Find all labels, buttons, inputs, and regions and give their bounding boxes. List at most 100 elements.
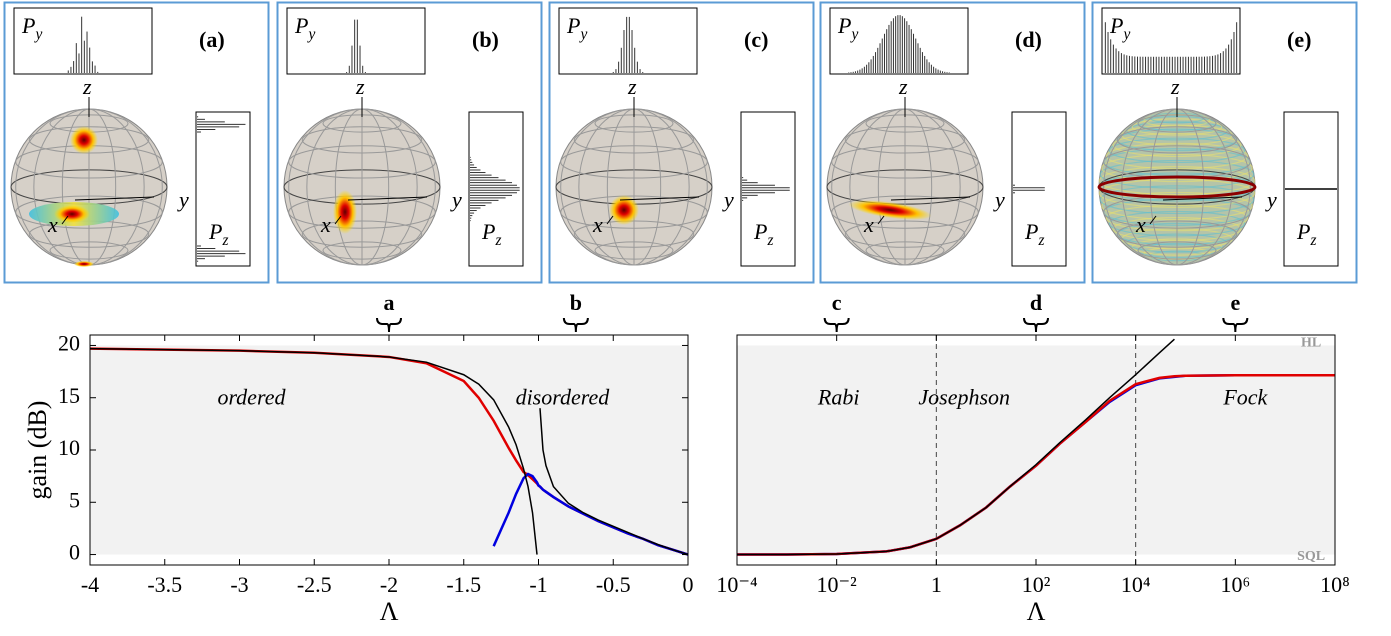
annotation: Josephson <box>918 384 1010 409</box>
y-axis <box>74 196 155 201</box>
y-axis-label: gain (dB) <box>23 401 52 500</box>
y-tick-label: 5 <box>69 487 80 512</box>
blob <box>848 200 932 220</box>
z-label: z <box>82 74 92 99</box>
y-label: y <box>993 187 1005 212</box>
pz-box <box>468 111 524 267</box>
y-label: y <box>177 187 189 212</box>
x-axis <box>334 215 342 225</box>
y-label: y <box>1265 187 1277 212</box>
py-label: Py <box>837 13 858 42</box>
py-label-main: P <box>1109 13 1123 38</box>
band <box>90 345 688 555</box>
annotation: disordered <box>516 384 611 409</box>
panel-border <box>548 1 815 284</box>
x-label: x <box>320 212 331 237</box>
py-box <box>1101 7 1241 75</box>
line-series <box>90 347 688 556</box>
py-label-main: P <box>294 13 308 38</box>
blob-equator <box>1097 175 1257 199</box>
panel: Py (a) z y x Pz <box>3 1 270 284</box>
line-series <box>737 338 1175 556</box>
py-label-sub: y <box>306 26 315 43</box>
y-tick-label: 20 <box>58 331 80 356</box>
marker-label: e <box>1230 290 1240 315</box>
pz-label-sub: z <box>221 232 228 249</box>
marker-brace <box>562 317 589 333</box>
panel-label: (a) <box>199 27 225 52</box>
x-tick-label: 10⁻⁴ <box>716 572 758 597</box>
x-tick-label: 0 <box>683 572 694 597</box>
x-tick-label: -1.5 <box>446 572 481 597</box>
panel-label: (b) <box>472 27 499 52</box>
pz-box <box>740 111 796 267</box>
z-label: z <box>898 74 908 99</box>
x-label: x <box>47 212 58 237</box>
pz-label: Pz <box>1296 219 1316 248</box>
panel: Py (b) z y x Pz <box>276 1 543 284</box>
pz-label-main: P <box>1024 219 1038 244</box>
band <box>737 345 1335 555</box>
x-label: x <box>863 212 874 237</box>
pz-label-sub: z <box>494 232 501 249</box>
y-axis <box>890 196 971 201</box>
pz-label-main: P <box>753 219 767 244</box>
pz-label-sub: z <box>1309 232 1316 249</box>
x-label: x <box>592 212 603 237</box>
py-label-main: P <box>566 13 580 38</box>
y-tick-label: 0 <box>69 540 80 565</box>
annotation: ordered <box>217 384 286 409</box>
x-label: x <box>1135 212 1146 237</box>
x-axis <box>61 215 69 225</box>
x-tick-label: -4 <box>81 572 99 597</box>
py-box <box>829 7 969 75</box>
blob <box>70 126 98 154</box>
pz-label: Pz <box>753 219 773 248</box>
z-label: z <box>627 74 637 99</box>
pz-label: Pz <box>1024 219 1044 248</box>
panel-border <box>3 1 270 284</box>
x-tick-label: 1 <box>931 572 942 597</box>
panel-label: (c) <box>744 27 768 52</box>
x-tick-label: -1 <box>529 572 547 597</box>
x-tick-label: -0.5 <box>596 572 631 597</box>
py-label-main: P <box>21 13 35 38</box>
marker-brace <box>823 317 850 333</box>
panel-label: (d) <box>1015 27 1042 52</box>
x-tick-label: -2.5 <box>297 572 332 597</box>
x-axis <box>606 215 614 225</box>
x-axis-label: Λ <box>380 597 399 626</box>
x-tick-label: 10⁸ <box>1320 572 1350 597</box>
x-tick-label: 10⁶ <box>1220 572 1250 597</box>
py-box <box>286 7 426 75</box>
x-tick-label: -3 <box>230 572 248 597</box>
y-tick-label: 10 <box>58 435 80 460</box>
marker-label: d <box>1030 290 1042 315</box>
blob <box>74 261 94 267</box>
pz-label: Pz <box>208 219 228 248</box>
blob <box>333 190 357 234</box>
z-label: z <box>355 74 365 99</box>
marker-brace <box>1023 317 1049 333</box>
y-axis <box>619 196 700 201</box>
y-label: y <box>450 187 462 212</box>
y-tick-label: 15 <box>58 383 80 408</box>
z-label: z <box>1170 74 1180 99</box>
marker-label: c <box>832 290 842 315</box>
annotation: Fock <box>1222 384 1268 409</box>
py-label-sub: y <box>1121 26 1130 43</box>
y-axis <box>1162 196 1243 201</box>
marker-label: b <box>570 290 582 315</box>
x-tick-label: -2 <box>380 572 398 597</box>
x-axis <box>877 215 885 225</box>
x-tick-label: -3.5 <box>147 572 182 597</box>
annotation: Rabi <box>817 384 860 409</box>
panel-label: (e) <box>1287 27 1311 52</box>
annotation: SQL <box>1297 549 1325 564</box>
py-label: Py <box>294 13 315 42</box>
py-label-sub: y <box>33 26 42 43</box>
py-box <box>13 7 153 75</box>
y-label: y <box>722 187 734 212</box>
